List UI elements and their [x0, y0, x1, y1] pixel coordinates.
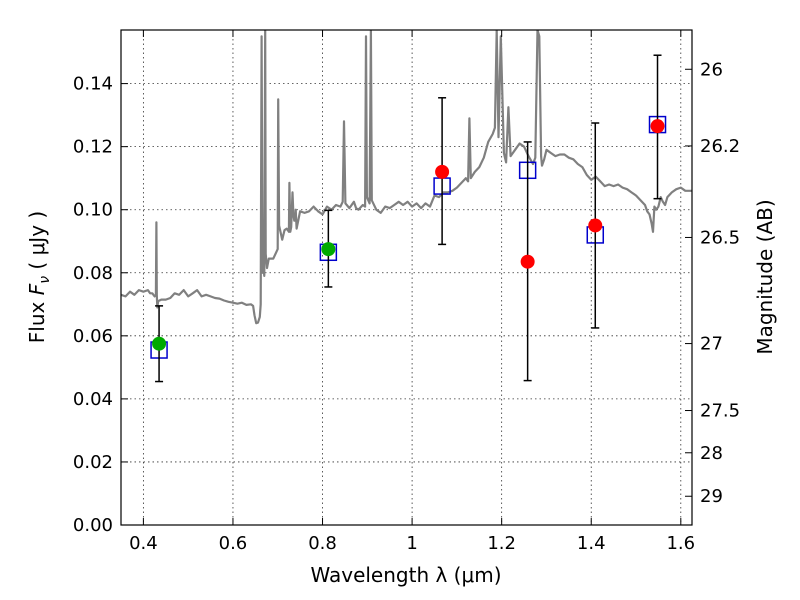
- x-tick-label: 1.4: [577, 533, 606, 554]
- y-tick-label: 0.10: [73, 200, 113, 221]
- x-tick-label: 1.6: [666, 533, 695, 554]
- x-tick-label: 0.8: [308, 533, 337, 554]
- x-tick-label: 0.6: [219, 533, 248, 554]
- y-tick-label: 0.00: [73, 515, 113, 536]
- mag-tick-label: 27.5: [700, 401, 740, 422]
- mag-tick-label: 26.2: [700, 136, 740, 157]
- y-tick-label: 0.06: [73, 326, 113, 347]
- y-tick-label: 0.08: [73, 263, 113, 284]
- x-tick-label: 0.4: [129, 533, 158, 554]
- observed-photometry-point: [435, 164, 450, 179]
- x-axis-label: Wavelength λ (μm): [310, 563, 501, 587]
- plot-frame: [120, 29, 693, 526]
- grid: [121, 30, 692, 525]
- y2-axis-label: Magnitude (AB): [753, 199, 777, 354]
- observed-photometry-point: [152, 336, 167, 351]
- y-axis-label: Flux Fν ( μJy ): [25, 211, 53, 343]
- y-tick-label: 0.02: [73, 452, 113, 473]
- x-tick-label: 1.2: [487, 533, 516, 554]
- ticks: 0.00 0.02 0.04 0.06 0.08 0.10 0.12 0.14 0.4 0.6 0.…: [73, 30, 740, 554]
- y-tick-label: 0.12: [73, 137, 113, 158]
- observed-photometry-point: [588, 218, 603, 233]
- mag-tick-label: 26: [700, 59, 723, 80]
- marker-layer: [150, 54, 667, 383]
- observed-photometry-point: [321, 242, 336, 257]
- observed-photometry-point: [650, 119, 665, 134]
- mag-tick-label: 28: [700, 443, 723, 464]
- plot-area: [121, 30, 692, 525]
- observed-photometry-point: [520, 254, 535, 269]
- data-layer: [121, 30, 692, 325]
- y-tick-label: 0.04: [73, 389, 113, 410]
- y-tick-label: 0.14: [73, 74, 113, 95]
- x-tick-label: 1: [406, 533, 417, 554]
- mag-tick-label: 29: [700, 486, 723, 507]
- template-spectrum-line: [121, 30, 692, 325]
- mag-tick-label: 26.5: [700, 227, 740, 248]
- mag-tick-label: 27: [700, 334, 723, 355]
